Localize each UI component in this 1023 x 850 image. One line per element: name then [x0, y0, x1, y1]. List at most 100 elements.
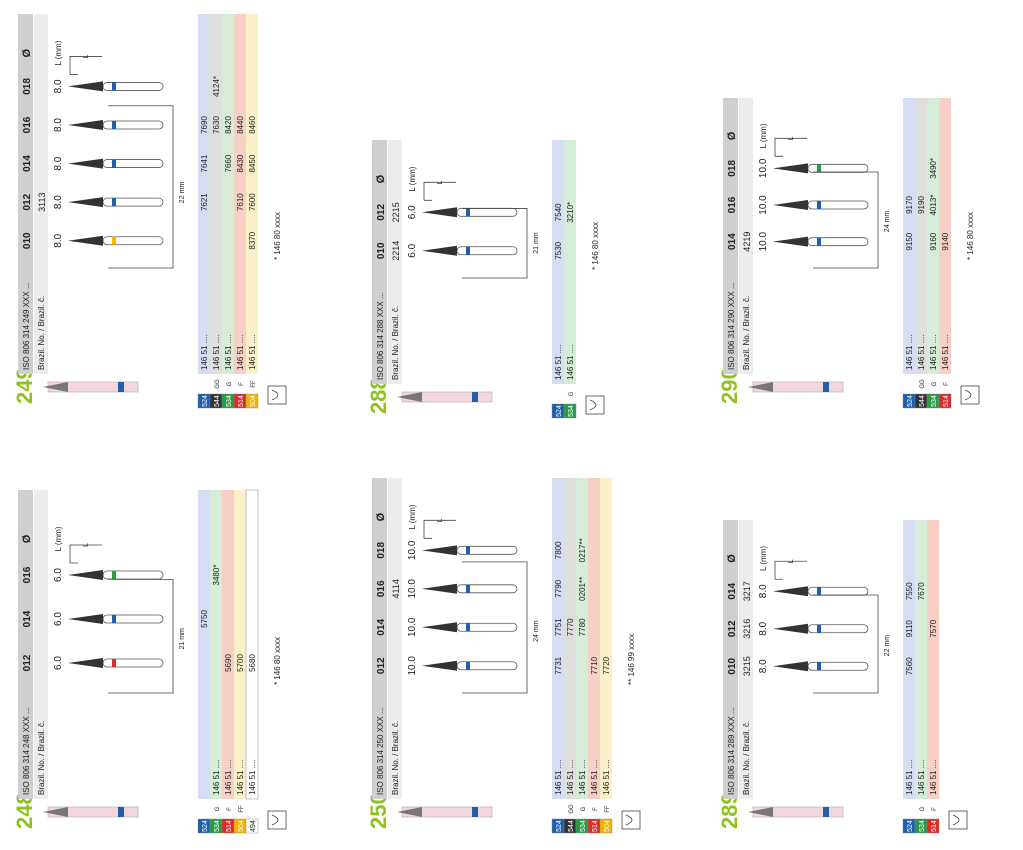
- ring-color: [112, 198, 116, 207]
- grit-row-514: 514 F 146 51 .... 7710: [587, 478, 601, 834]
- total-length-bracket: [813, 594, 879, 694]
- grit-row-524: 524 146 51 .... 9150 9170: [902, 98, 916, 409]
- iso-number: ISO 806 314 290 XXX ...: [727, 282, 736, 370]
- grit-row-534: 534 G 146 51 .... 3210*: [563, 140, 577, 419]
- total-length-label: 21 mm: [533, 232, 540, 254]
- bur-drawing-014: [773, 236, 869, 247]
- length-bracket: [423, 181, 456, 201]
- brazil-no-010: 2214: [391, 241, 401, 261]
- iso-header-bar: [723, 520, 738, 799]
- length-bracket: [774, 560, 807, 580]
- bur-photo: [397, 391, 493, 403]
- bur-drawing-012: [422, 207, 518, 218]
- footnote: * 146 80 xxxx: [966, 212, 975, 260]
- size-016: 016: [376, 580, 387, 597]
- footnote: * 146 80 xxxx: [273, 212, 282, 260]
- grit-code: 534: [580, 820, 587, 832]
- grit-code: 524: [202, 395, 209, 407]
- iso-number: ISO 806 314 288 XXX ...: [376, 292, 385, 380]
- ref-prefix: 146 51 ....: [929, 759, 938, 795]
- ring-color: [817, 662, 821, 671]
- grit-letter: G: [227, 381, 233, 386]
- length-bracket: [69, 544, 102, 564]
- ring-color: [466, 246, 470, 255]
- ref-value: 9190: [917, 196, 926, 214]
- ref-value: 9170: [905, 196, 914, 214]
- ref-value: 7641: [200, 154, 209, 172]
- ref-prefix: 146 51 ....: [248, 759, 257, 795]
- ref-prefix: 146 51 ....: [929, 334, 938, 370]
- brazil-no-012: 3113: [37, 192, 47, 211]
- grit-code: 534: [931, 395, 938, 407]
- brazil-label: Brazil. No. / Brazil. č.: [391, 306, 400, 380]
- ref-value: 9110: [905, 620, 914, 638]
- ref-value: 7550: [905, 582, 914, 600]
- length-018: 10.0: [758, 158, 769, 178]
- length-bracket-label: L: [437, 180, 444, 184]
- grit-row-524: 524 146 51 .... 7621 7641 7690: [197, 14, 211, 409]
- tooth-icon: [960, 385, 980, 405]
- ref-prefix: 146 51 ....: [602, 759, 611, 795]
- grit-code: 514: [592, 820, 599, 832]
- iso-header-bar: [372, 140, 387, 384]
- bur-drawing-010: [68, 235, 164, 246]
- grit-row-504: 504 FF 146 51 .... 8370 7600 8450 8460: [245, 14, 259, 409]
- bur-drawing-012: [68, 197, 164, 208]
- ref-value: 7731: [554, 656, 563, 674]
- tooth-icon: [267, 810, 287, 830]
- ref-value: 8430: [236, 154, 245, 172]
- iso-number: ISO 806 314 248 XXX ...: [22, 707, 31, 795]
- grit-letter: F: [227, 807, 233, 811]
- iso-header-bar: [372, 478, 387, 799]
- ref-value: 4124*: [212, 76, 221, 97]
- length-016: 10.0: [407, 579, 418, 599]
- length-label: L (mm): [408, 504, 417, 529]
- grit-code: 504: [238, 820, 245, 832]
- length-010: 8.0: [758, 659, 769, 673]
- ref-prefix: 146 51 ....: [566, 759, 575, 795]
- brazil-label: Brazil. No. / Brazil. č.: [37, 721, 46, 795]
- bur-drawing-012: [773, 623, 869, 634]
- ref-value: 3480*: [212, 565, 221, 586]
- ref-value: 9160: [929, 232, 938, 250]
- size-012: 012: [22, 654, 33, 671]
- ref-value: 3490*: [929, 158, 938, 179]
- ref-value: 9150: [905, 232, 914, 250]
- grit-letter: G: [581, 806, 587, 811]
- ref-value: 8420: [224, 116, 233, 134]
- bur-drawing-012: [68, 658, 164, 668]
- ref-value: 7610: [236, 193, 245, 211]
- length-012: 8.0: [53, 195, 64, 209]
- iso-header-bar: [723, 98, 738, 374]
- ref-prefix: 146 51 ....: [554, 759, 563, 795]
- diameter-symbol: Ø: [21, 48, 33, 57]
- brazil-no-010: 3215: [742, 656, 752, 676]
- grit-row-534: 534 G 146 51 .... 7780 0201** 0217**: [575, 478, 589, 834]
- total-length-label: 22 mm: [884, 635, 891, 657]
- ref-value: 4013*: [929, 195, 938, 216]
- grit-letter: G: [569, 391, 575, 396]
- iso-header-bar: [18, 14, 33, 374]
- grit-code: 514: [931, 820, 938, 832]
- length-018: 8.0: [53, 79, 64, 93]
- ref-value: 7560: [905, 657, 914, 675]
- grit-row-514: 514 F 146 51 .... 5690: [221, 490, 235, 834]
- ref-value: 7690: [200, 116, 209, 134]
- grit-letter: F: [932, 807, 938, 811]
- total-length-label: 22 mm: [179, 182, 186, 204]
- total-length-bracket: [462, 561, 528, 694]
- brazil-header-bar: [388, 478, 402, 799]
- length-012: 10.0: [407, 656, 418, 676]
- grit-code: 524: [907, 820, 914, 832]
- ref-prefix: 146 51 ....: [917, 759, 926, 795]
- size-012: 012: [727, 620, 738, 637]
- length-label: L (mm): [54, 40, 63, 65]
- grit-code: 544: [919, 395, 926, 407]
- bur-drawing-014: [68, 614, 164, 624]
- length-014: 10.0: [407, 617, 418, 637]
- iso-header-bar: [18, 490, 33, 799]
- bur-drawing-014: [422, 622, 518, 633]
